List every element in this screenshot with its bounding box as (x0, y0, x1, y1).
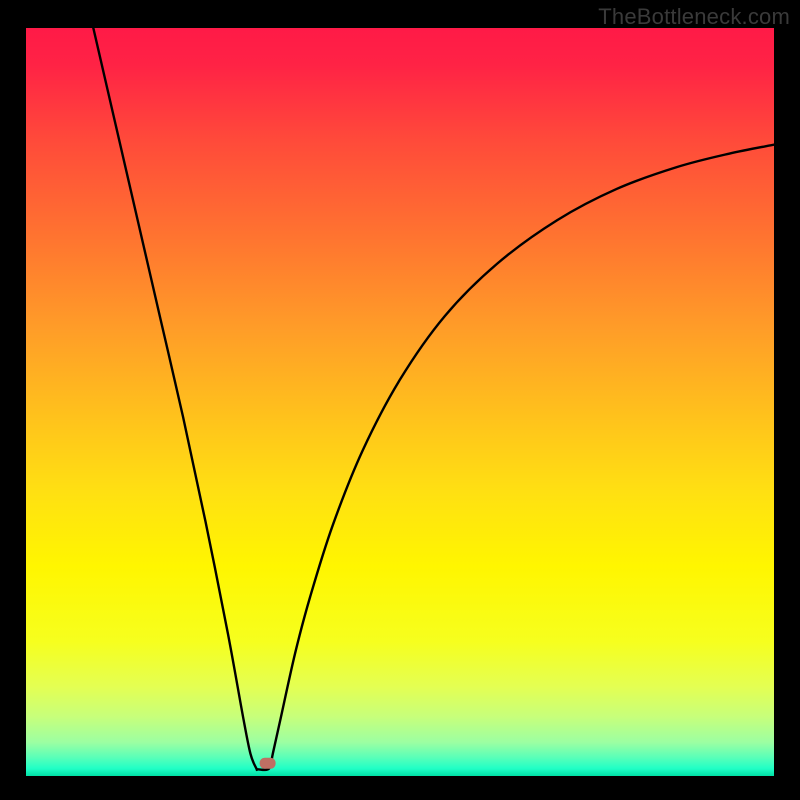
chart-frame: TheBottleneck.com (0, 0, 800, 800)
plot-area (26, 28, 774, 776)
gradient-background (26, 28, 774, 776)
optimal-marker (260, 758, 276, 769)
watermark-text: TheBottleneck.com (598, 4, 790, 30)
bottleneck-chart (0, 0, 800, 800)
